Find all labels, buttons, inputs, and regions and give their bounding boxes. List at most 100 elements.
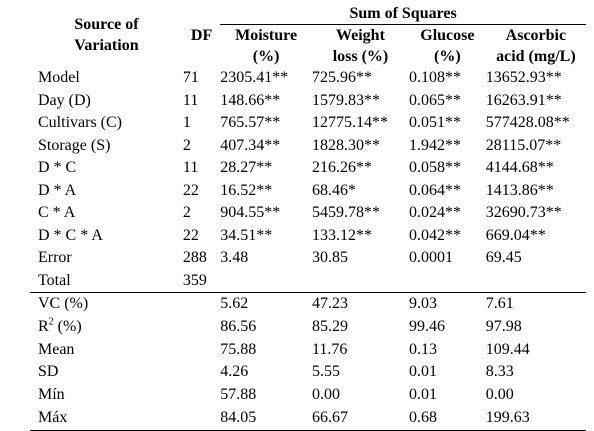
- ascorbic-cell: 4144.68**: [485, 159, 554, 176]
- stats-row: Mín 57.88 0.00 0.01 0.00: [30, 384, 586, 407]
- weight-loss-cell: 1579.83**: [312, 91, 380, 109]
- moisture-cell: 84.05: [220, 406, 312, 431]
- moisture-cell: 57.88: [220, 386, 257, 404]
- source-cell: Storage (S): [38, 136, 111, 154]
- weight-loss-cell: 68.46*: [312, 181, 356, 199]
- source-cell: Cultivars (C): [38, 114, 122, 131]
- moisture-cell: 4.26: [220, 363, 249, 381]
- glucose-cell: 1.942**: [408, 136, 461, 154]
- table-row: Cultivars (C) 1 765.57** 12775.14** 0.051** 5…: [30, 112, 586, 135]
- source-cell: Day (D): [38, 91, 91, 109]
- moisture-cell: 765.57**: [220, 114, 281, 131]
- ascorbic-cell: 577428.08**: [485, 114, 570, 131]
- stats-row: Máx 84.05 66.67 0.68 199.63: [30, 406, 586, 431]
- header-glucose-line2: (%): [434, 48, 461, 65]
- weight-loss-cell: [312, 270, 409, 293]
- table-row: C * A 2 904.55** 5459.78** 0.024** 32690.73**: [30, 202, 586, 225]
- header-sum-of-squares: Sum of Squares: [220, 3, 586, 25]
- source-cell: Model: [38, 69, 80, 86]
- ascorbic-cell: 7.61: [485, 291, 586, 316]
- header-glucose-line1: Glucose: [420, 27, 475, 44]
- ascorbic-cell: 199.63: [485, 406, 586, 431]
- stat-label: VC (%): [30, 291, 183, 316]
- glucose-cell: 0.0001: [408, 249, 453, 266]
- df-cell: 2: [182, 204, 191, 221]
- table-row: Total 359: [30, 270, 586, 293]
- df-cell: 22: [182, 181, 199, 199]
- df-cell: 22: [182, 226, 199, 244]
- moisture-cell: 407.34**: [220, 136, 281, 154]
- table-row: Storage (S) 2 407.34** 1828.30** 1.942** 2811…: [30, 135, 586, 158]
- table-row: Error 288 3.48 30.85 0.0001 69.45: [30, 247, 586, 270]
- glucose-cell: 0.108**: [408, 69, 461, 86]
- stat-label-rest: (%): [53, 317, 82, 335]
- stat-label: Máx: [30, 406, 183, 431]
- glucose-cell: 9.03: [408, 291, 486, 316]
- moisture-cell: 148.66**: [220, 91, 281, 109]
- header-ascorbic-acid: Ascorbic acid (mg/L): [486, 25, 586, 68]
- table-row: D * C * A 22 34.51** 133.12** 0.042** 669.04*…: [30, 225, 586, 248]
- ascorbic-cell: 32690.73**: [485, 204, 562, 221]
- stat-label: Mean: [38, 340, 75, 358]
- stats-row: Mean 75.88 11.76 0.13 109.44: [30, 339, 586, 362]
- weight-loss-cell: 47.23: [312, 291, 409, 316]
- table-header: Source of Variation DF Sum of Squares Mo…: [30, 3, 586, 67]
- anova-rows: Model 71 2305.41** 725.96** 0.108** 13652.93*…: [30, 67, 586, 293]
- stat-label-superscript: 2: [48, 316, 54, 328]
- source-cell: Error: [38, 249, 72, 266]
- source-cell: C * A: [38, 204, 76, 221]
- df-cell: 11: [182, 159, 199, 176]
- glucose-cell: 99.46: [408, 317, 445, 335]
- glucose-cell: [409, 270, 486, 293]
- moisture-cell: [220, 270, 312, 293]
- weight-loss-cell: 5459.78**: [312, 204, 380, 221]
- header-ascorbic-line1: Ascorbic: [505, 27, 567, 44]
- stats-row: R2 (%) 86.56 85.29 99.46 97.98: [30, 316, 586, 339]
- stat-label: R2 (%): [30, 316, 183, 339]
- df-cell: 1: [182, 114, 191, 131]
- weight-loss-cell: 725.96**: [312, 69, 372, 86]
- df-cell: 71: [182, 69, 199, 86]
- ascorbic-cell: 13652.93**: [485, 69, 562, 86]
- glucose-cell: 0.065**: [408, 91, 461, 109]
- moisture-cell: 28.27**: [220, 159, 273, 176]
- source-cell: D * C: [38, 159, 77, 176]
- weight-loss-cell: 216.26**: [312, 159, 372, 176]
- ascorbic-cell: 16263.91**: [485, 91, 562, 109]
- summary-stats: VC (%) 5.62 47.23 9.03 7.61 R2 (%) 86.56 85.29…: [30, 291, 586, 431]
- ascorbic-cell: 69.45: [485, 249, 522, 266]
- df-cell: 288: [182, 249, 207, 266]
- header-weight-loss: Weight loss (%): [312, 25, 409, 68]
- weight-loss-cell: 11.76: [312, 340, 348, 358]
- moisture-cell: 2305.41**: [220, 69, 289, 86]
- df-cell: 359: [182, 271, 207, 289]
- stats-row: VC (%) 5.62 47.23 9.03 7.61: [30, 291, 586, 316]
- moisture-cell: 5.62: [220, 291, 312, 316]
- ascorbic-cell: 97.98: [485, 317, 522, 335]
- weight-loss-cell: 5.55: [312, 363, 340, 381]
- header-df: DF: [190, 26, 213, 44]
- source-cell: Total: [38, 271, 71, 289]
- ascorbic-cell: 28115.07**: [485, 136, 562, 154]
- stat-label: Mín: [38, 386, 65, 404]
- moisture-cell: 904.55**: [220, 204, 281, 221]
- ascorbic-cell: 669.04**: [485, 226, 546, 244]
- table-row: Model 71 2305.41** 725.96** 0.108** 13652.93*…: [30, 67, 586, 90]
- header-moisture-line2: (%): [252, 48, 280, 65]
- moisture-cell: 16.52**: [220, 181, 273, 199]
- glucose-cell: 0.058**: [408, 159, 461, 176]
- glucose-cell: 0.68: [408, 406, 486, 431]
- ascorbic-cell: [486, 270, 586, 293]
- ascorbic-cell: 0.00: [485, 386, 514, 404]
- glucose-cell: 0.051**: [408, 114, 461, 131]
- stats-row: SD 4.26 5.55 0.01 8.33: [30, 361, 586, 384]
- stat-label: SD: [38, 363, 59, 381]
- table-row: D * C 11 28.27** 216.26** 0.058** 4144.68**: [30, 157, 586, 180]
- source-cell: D * A: [38, 181, 77, 199]
- weight-loss-cell: 66.67: [312, 406, 409, 431]
- header-moisture: Moisture (%): [220, 25, 312, 68]
- ascorbic-cell: 109.44: [485, 340, 530, 358]
- source-cell: D * C * A: [38, 226, 103, 244]
- weight-loss-cell: 1828.30**: [312, 136, 380, 154]
- anova-table: Source of Variation DF Sum of Squares Mo…: [30, 3, 586, 431]
